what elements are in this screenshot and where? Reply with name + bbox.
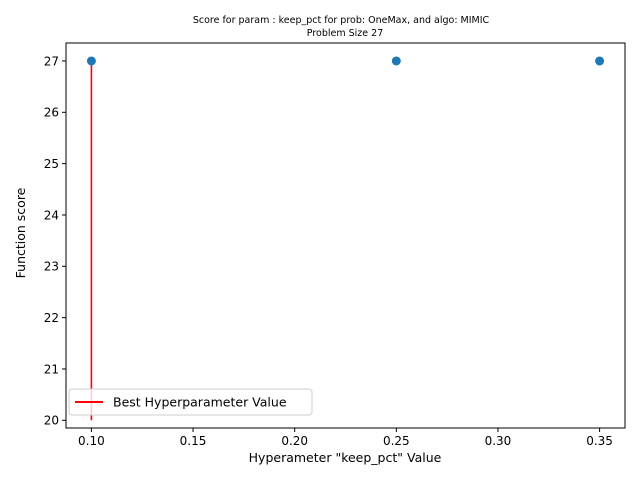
y-tick-label: 26 xyxy=(44,106,59,120)
x-tick-label: 0.30 xyxy=(485,434,512,448)
plot-frame xyxy=(65,42,626,429)
chart-title-line-1: Score for param : keep_pct for prob: One… xyxy=(193,15,490,26)
x-tick-label: 0.20 xyxy=(281,434,308,448)
data-point xyxy=(391,56,401,66)
y-tick-label: 24 xyxy=(44,208,59,222)
y-tick-label: 22 xyxy=(44,311,59,325)
x-axis-label: Hyperameter "keep_pct" Value xyxy=(249,450,442,465)
x-tick-label: 0.10 xyxy=(78,434,105,448)
x-tick-label: 0.25 xyxy=(383,434,410,448)
data-point xyxy=(595,56,605,66)
x-tick-label: 0.15 xyxy=(180,434,207,448)
legend: Best Hyperparameter Value xyxy=(68,388,313,416)
legend-box xyxy=(68,388,313,416)
x-tick-label: 0.35 xyxy=(586,434,613,448)
data-points xyxy=(86,56,605,66)
y-tick-label: 25 xyxy=(44,157,59,171)
data-point xyxy=(86,56,96,66)
y-tick-label: 21 xyxy=(44,362,59,376)
y-tick-label: 27 xyxy=(44,54,59,68)
y-tick-label: 20 xyxy=(44,414,59,428)
y-axis-label: Function score xyxy=(13,187,28,278)
legend-entry-best-hyperparameter: Best Hyperparameter Value xyxy=(113,395,287,410)
y-axis-ticks: 20 21 22 23 24 25 26 27 xyxy=(44,54,66,428)
x-axis-ticks: 0.10 0.15 0.20 0.25 0.30 0.35 xyxy=(78,428,613,448)
chart-title-line-2: Problem Size 27 xyxy=(307,28,383,39)
y-tick-label: 23 xyxy=(44,260,59,274)
